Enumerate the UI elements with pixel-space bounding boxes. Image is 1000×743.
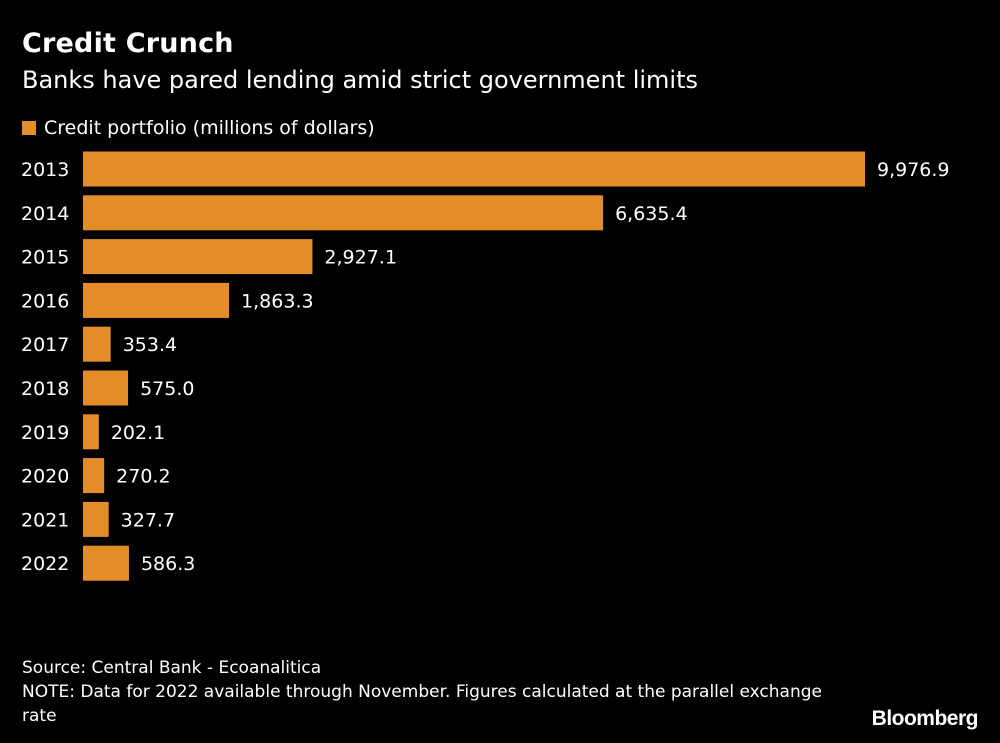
data-label: 2,927.1	[324, 247, 397, 269]
bar	[83, 151, 865, 187]
bar	[83, 370, 129, 406]
legend-label: Credit portfolio (millions of dollars)	[44, 117, 375, 139]
data-label: 270.2	[116, 466, 170, 488]
bloomberg-logo: Bloomberg	[871, 707, 979, 730]
category-label: 2022	[21, 553, 69, 575]
bar	[83, 501, 109, 537]
chart-title: Credit Crunch	[22, 28, 234, 59]
data-label: 202.1	[111, 422, 165, 444]
source-note: Source: Central Bank - Ecoanalitica	[22, 658, 322, 678]
category-label: 2017	[21, 334, 69, 356]
category-label: 2014	[21, 203, 69, 225]
bar	[83, 326, 111, 362]
bar	[83, 414, 99, 450]
data-label: 353.4	[123, 334, 177, 356]
data-label: 6,635.4	[615, 203, 688, 225]
category-label: 2019	[21, 422, 69, 444]
legend: Credit portfolio (millions of dollars)	[22, 117, 375, 139]
category-label: 2013	[21, 159, 69, 181]
bar	[83, 195, 604, 231]
data-label: 586.3	[141, 553, 195, 575]
category-label: 2016	[21, 290, 69, 312]
data-label: 9,976.9	[877, 159, 950, 181]
data-label: 575.0	[140, 378, 194, 400]
category-label: 2015	[21, 247, 69, 269]
category-label: 2020	[21, 466, 69, 488]
category-label: 2021	[21, 509, 69, 531]
bar	[83, 282, 230, 318]
footer: Source: Central Bank - Ecoanalitica NOTE…	[22, 656, 852, 728]
bar	[83, 239, 313, 275]
data-label: 327.7	[121, 509, 175, 531]
bar	[83, 458, 105, 494]
chart-subtitle: Banks have pared lending amid strict gov…	[22, 66, 698, 94]
legend-swatch	[22, 121, 36, 135]
category-label: 2018	[21, 378, 69, 400]
footnote: NOTE: Data for 2022 available through No…	[22, 682, 822, 726]
data-label: 1,863.3	[241, 290, 314, 312]
bar	[83, 545, 129, 581]
